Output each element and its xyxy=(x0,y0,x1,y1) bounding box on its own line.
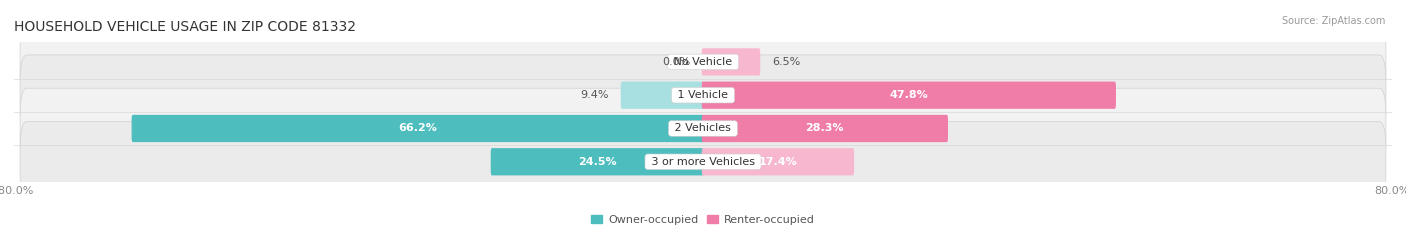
FancyBboxPatch shape xyxy=(132,115,704,142)
Text: HOUSEHOLD VEHICLE USAGE IN ZIP CODE 81332: HOUSEHOLD VEHICLE USAGE IN ZIP CODE 8133… xyxy=(14,20,356,34)
FancyBboxPatch shape xyxy=(20,121,1386,202)
Text: 6.5%: 6.5% xyxy=(772,57,800,67)
Text: 66.2%: 66.2% xyxy=(398,123,437,134)
FancyBboxPatch shape xyxy=(20,22,1386,102)
FancyBboxPatch shape xyxy=(20,55,1386,135)
Text: 24.5%: 24.5% xyxy=(578,157,617,167)
Text: 1 Vehicle: 1 Vehicle xyxy=(675,90,731,100)
Legend: Owner-occupied, Renter-occupied: Owner-occupied, Renter-occupied xyxy=(586,210,820,229)
Text: 3 or more Vehicles: 3 or more Vehicles xyxy=(648,157,758,167)
Text: Source: ZipAtlas.com: Source: ZipAtlas.com xyxy=(1281,16,1385,26)
Text: 28.3%: 28.3% xyxy=(806,123,844,134)
Text: 2 Vehicles: 2 Vehicles xyxy=(671,123,735,134)
Text: No Vehicle: No Vehicle xyxy=(671,57,735,67)
FancyBboxPatch shape xyxy=(491,148,704,175)
Text: 47.8%: 47.8% xyxy=(890,90,928,100)
FancyBboxPatch shape xyxy=(702,148,853,175)
FancyBboxPatch shape xyxy=(621,82,704,109)
Text: 17.4%: 17.4% xyxy=(759,157,797,167)
FancyBboxPatch shape xyxy=(20,88,1386,169)
Text: 0.0%: 0.0% xyxy=(662,57,690,67)
Text: 9.4%: 9.4% xyxy=(581,90,609,100)
FancyBboxPatch shape xyxy=(702,115,948,142)
FancyBboxPatch shape xyxy=(702,48,761,75)
FancyBboxPatch shape xyxy=(702,82,1116,109)
